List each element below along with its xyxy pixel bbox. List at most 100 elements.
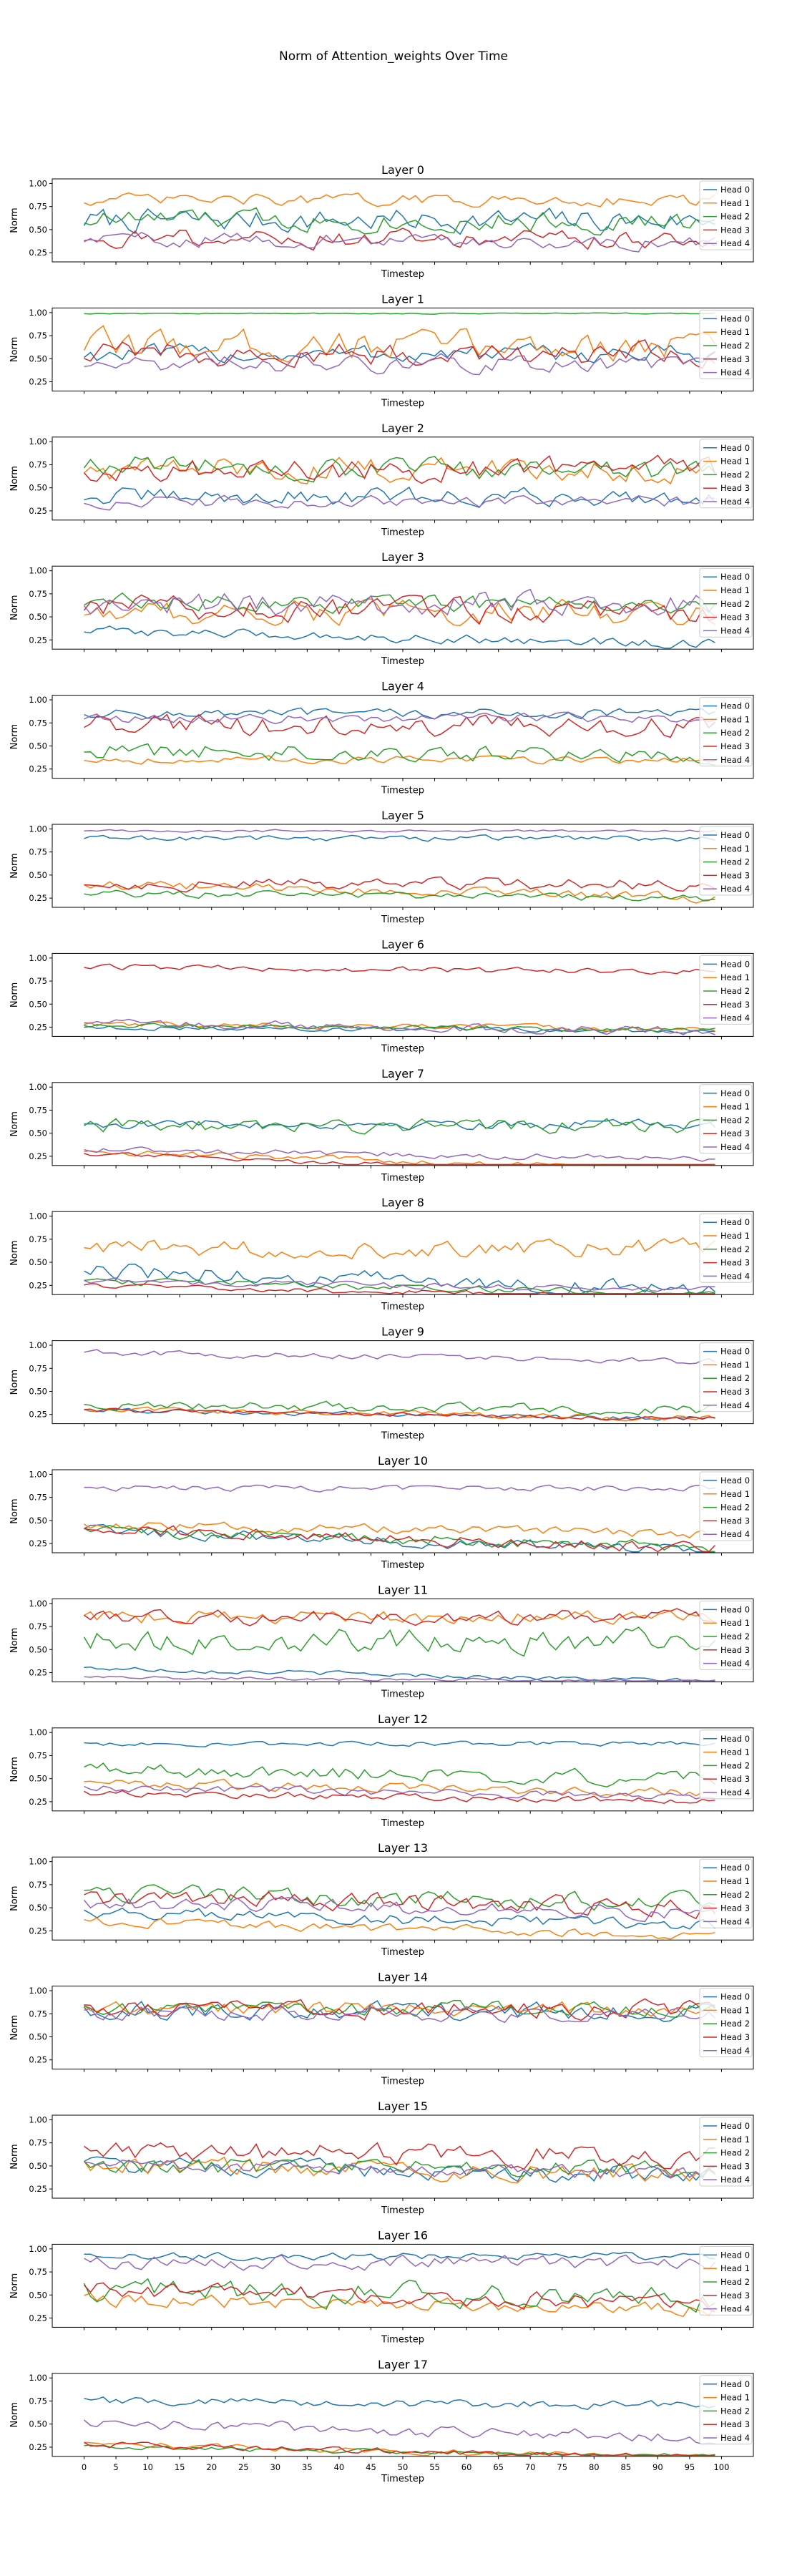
series-line-head-3 <box>84 963 715 975</box>
legend-box <box>699 826 753 896</box>
series-line-head-1 <box>84 755 715 765</box>
legend-label: Head 0 <box>720 2121 750 2131</box>
y-tick-label: 1.00 <box>29 178 47 188</box>
y-tick-label: 0.75 <box>29 1621 47 1631</box>
series-line-head-2 <box>84 1118 716 1135</box>
series-line-head-2 <box>84 207 715 236</box>
series-line-head-0 <box>84 343 715 364</box>
panel-title: Layer 3 <box>381 550 424 564</box>
legend-label: Head 1 <box>720 2263 750 2273</box>
legend-label: Head 4 <box>720 497 750 507</box>
layer-panel-16: Layer 16 0.25 0.50 0.75 1.00 Norm Timestep Head… <box>9 2228 754 2345</box>
y-tick-label: 0.50 <box>29 612 47 622</box>
y-tick-label: 0.50 <box>29 1257 47 1267</box>
y-tick-label: 0.50 <box>29 353 47 364</box>
x-tick-label: 5 <box>113 2462 118 2472</box>
panel-title: Layer 17 <box>378 2358 428 2371</box>
layer-panel-10: Layer 10 0.25 0.50 0.75 1.00 Norm Timestep Head… <box>9 1454 754 1571</box>
legend-label: Head 3 <box>720 2032 750 2042</box>
x-tick-label: 80 <box>589 2462 600 2472</box>
series-line-head-4 <box>83 588 715 617</box>
series-line-head-1 <box>84 1237 715 1260</box>
series-line-head-2 <box>84 1999 715 2018</box>
y-tick-label: 1.00 <box>29 1340 47 1350</box>
legend-label: Head 2 <box>720 341 750 351</box>
plot-frame <box>52 1469 754 1553</box>
y-tick-label: 1.00 <box>29 436 47 447</box>
x-axis-label: Timestep <box>381 1173 424 1184</box>
x-tick-label: 85 <box>620 2462 631 2472</box>
series-line-head-4 <box>84 1484 715 1493</box>
x-axis-label: Timestep <box>381 1560 424 1571</box>
series-line-head-4 <box>84 2419 715 2445</box>
legend-label: Head 1 <box>720 1747 750 1757</box>
y-tick-label: 0.25 <box>29 2184 47 2194</box>
x-axis-label: Timestep <box>381 656 424 667</box>
legend-label: Head 0 <box>720 1863 750 1873</box>
legend-label: Head 1 <box>720 1489 750 1499</box>
y-tick-label: 0.50 <box>29 225 47 235</box>
series-line-head-0 <box>84 707 715 720</box>
legend-box <box>699 697 753 767</box>
series-line-head-3 <box>84 1152 715 1166</box>
series-line-head-0 <box>83 207 715 235</box>
legend-label: Head 3 <box>720 2290 750 2301</box>
series-line-head-2 <box>84 889 715 902</box>
y-tick-label: 0.75 <box>29 2267 47 2277</box>
panel-title: Layer 15 <box>378 2099 428 2113</box>
layer-panel-4: Layer 4 0.25 0.50 0.75 1.00 Norm Timestep Head … <box>9 680 754 796</box>
y-axis-label: Norm <box>9 2402 20 2427</box>
plot-frame <box>52 178 754 263</box>
y-tick-label: 0.25 <box>29 1410 47 1420</box>
y-tick-label: 0.50 <box>29 1903 47 1913</box>
legend-box <box>699 309 753 379</box>
x-tick-label: 60 <box>461 2462 472 2472</box>
series-line-head-4 <box>84 1277 715 1292</box>
y-tick-label: 0.50 <box>29 2419 47 2429</box>
legend-label: Head 4 <box>720 1271 750 1281</box>
series-line-head-2 <box>84 1762 715 1787</box>
figure-title: Norm of Attention_weights Over Time <box>279 49 508 64</box>
layer-panel-2: Layer 2 0.25 0.50 0.75 1.00 Norm Timestep Head … <box>9 421 754 538</box>
series-line-head-1 <box>83 457 715 485</box>
series-line-head-0 <box>83 2000 715 2023</box>
legend-label: Head 4 <box>720 755 750 765</box>
legend-label: Head 4 <box>720 884 750 894</box>
x-tick-label: 30 <box>270 2462 280 2472</box>
y-tick-label: 0.75 <box>29 589 47 599</box>
x-tick-label: 75 <box>557 2462 567 2472</box>
legend-label: Head 1 <box>720 1231 750 1241</box>
y-tick-label: 1.00 <box>29 695 47 705</box>
x-axis-label: Timestep <box>381 1431 424 1442</box>
legend-label: Head 1 <box>720 2135 750 2145</box>
y-tick-label: 0.25 <box>29 764 47 774</box>
panel-title: Layer 8 <box>381 1196 424 1209</box>
series-line-head-0 <box>84 1263 715 1294</box>
legend-box <box>699 1471 753 1541</box>
legend-label: Head 1 <box>720 585 750 595</box>
legend-label: Head 2 <box>720 2019 750 2029</box>
legend-box <box>699 1600 753 1670</box>
legend-label: Head 1 <box>720 1876 750 1886</box>
legend-label: Head 4 <box>720 2304 750 2314</box>
series-line-head-0 <box>84 2251 715 2262</box>
panel-title: Layer 13 <box>378 1841 428 1855</box>
layer-panel-8: Layer 8 0.25 0.50 0.75 1.00 Norm Timestep Head … <box>9 1196 754 1312</box>
y-tick-label: 0.50 <box>29 1516 47 1526</box>
series-line-head-4 <box>84 1785 715 1800</box>
series-line-head-0 <box>84 1907 716 1930</box>
y-axis-label: Norm <box>9 2273 20 2298</box>
layer-panel-12: Layer 12 0.25 0.50 0.75 1.00 Norm Timestep Head… <box>9 1712 754 1829</box>
legend-label: Head 2 <box>720 2148 750 2158</box>
series-line-head-4 <box>84 494 715 511</box>
legend-label: Head 1 <box>720 2005 750 2015</box>
legend-label: Head 0 <box>720 1992 750 2002</box>
legend-label: Head 3 <box>720 225 750 235</box>
legend-label: Head 3 <box>720 1774 750 1784</box>
legend-label: Head 0 <box>720 2250 750 2260</box>
series-line-head-4 <box>84 2160 715 2179</box>
y-tick-label: 0.75 <box>29 1105 47 1115</box>
y-tick-label: 1.00 <box>29 1727 47 1737</box>
legend-label: Head 2 <box>720 469 750 479</box>
